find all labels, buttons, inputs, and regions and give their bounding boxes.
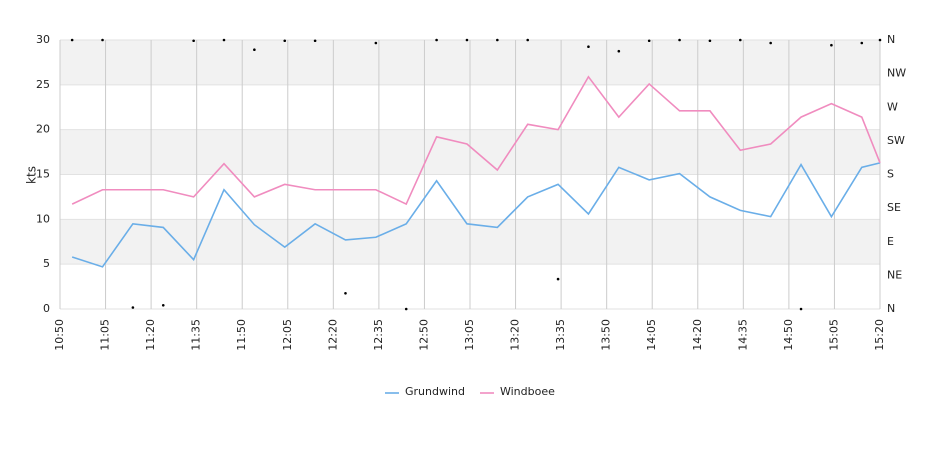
direction-dot: [283, 39, 287, 43]
x-tick-label: 12:50: [417, 319, 430, 351]
direction-dot: [617, 49, 621, 53]
direction-dot: [587, 45, 590, 49]
y-tick-label: 30: [36, 33, 50, 46]
direction-dot: [738, 38, 742, 42]
direction-dot: [313, 39, 317, 43]
y2-tick-label: NE: [887, 268, 902, 281]
x-tick-label: 14:20: [691, 319, 704, 351]
direction-dot: [878, 38, 882, 42]
line-series: [71, 75, 881, 206]
legend-label: Grundwind: [405, 385, 465, 398]
y-tick-label: 0: [43, 302, 50, 315]
y-tick-label: 5: [43, 257, 50, 270]
x-tick-label: 12:35: [372, 319, 385, 351]
y2-tick-label: SE: [887, 201, 901, 214]
y2-tick-label: N: [887, 302, 895, 315]
direction-dot: [404, 307, 408, 311]
x-tick-label: 15:05: [827, 319, 840, 351]
y2-tick-label: W: [887, 100, 898, 113]
direction-dot: [435, 38, 438, 42]
y-tick-label: 20: [36, 123, 50, 136]
line-series: [71, 162, 881, 268]
x-tick-label: 15:20: [873, 319, 886, 351]
direction-dot: [678, 38, 681, 42]
direction-dot: [860, 41, 864, 45]
direction-dot: [556, 277, 560, 281]
y-tick-label: 10: [36, 212, 50, 225]
x-tick-label: 12:05: [281, 319, 294, 351]
x-tick-label: 13:20: [509, 319, 522, 351]
y2-tick-label: E: [887, 235, 894, 248]
x-tick-label: 14:35: [736, 319, 749, 351]
x-tick-label: 14:50: [782, 319, 795, 351]
x-tick-label: 13:05: [463, 319, 476, 351]
direction-dot: [70, 38, 74, 42]
direction-dot: [769, 41, 772, 45]
direction-dot: [526, 38, 530, 42]
y-tick-label: 15: [36, 168, 50, 181]
y2-tick-label: N: [887, 33, 895, 46]
direction-dot: [799, 307, 803, 311]
direction-dot: [465, 38, 469, 42]
x-tick-label: 11:35: [190, 319, 203, 351]
x-tick-label: 11:20: [144, 319, 157, 351]
direction-dot: [708, 39, 712, 43]
direction-dot: [131, 306, 135, 309]
x-tick-label: 13:50: [600, 319, 613, 351]
direction-dot: [192, 39, 195, 43]
direction-dot: [344, 292, 347, 295]
x-tick-label: 12:20: [326, 319, 339, 351]
x-tick-label: 14:05: [645, 319, 658, 351]
direction-dot: [374, 41, 378, 45]
y2-tick-label: NW: [887, 67, 906, 80]
y-tick-label: 25: [36, 78, 50, 91]
x-tick-label: 11:50: [235, 319, 248, 351]
y2-tick-label: SW: [887, 134, 905, 147]
direction-dot: [101, 38, 104, 42]
direction-dot: [253, 48, 256, 52]
direction-dot: [830, 43, 833, 47]
direction-dot: [222, 38, 226, 42]
x-tick-label: 10:50: [53, 319, 66, 351]
x-tick-label: 13:35: [554, 319, 567, 351]
direction-dot: [647, 39, 651, 43]
legend-label: Windboee: [500, 385, 555, 398]
x-tick-label: 11:05: [99, 319, 112, 351]
direction-dot: [161, 303, 165, 307]
y2-tick-label: S: [887, 168, 894, 181]
direction-dot: [496, 38, 499, 42]
y-axis-label: kts: [25, 166, 39, 184]
